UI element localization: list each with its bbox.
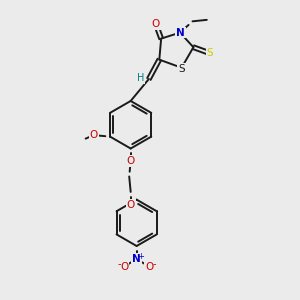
Text: O: O [127, 200, 135, 210]
Text: S: S [178, 64, 185, 74]
Text: O: O [152, 19, 160, 29]
Text: -: - [117, 259, 121, 269]
Text: -: - [153, 259, 156, 269]
Text: S: S [206, 48, 213, 58]
Text: O: O [90, 130, 98, 140]
Text: O: O [145, 262, 153, 272]
Text: N: N [176, 28, 185, 38]
Text: H: H [137, 74, 144, 83]
Text: O: O [120, 262, 128, 272]
Text: N: N [132, 254, 141, 264]
Text: O: O [127, 156, 135, 166]
Text: +: + [137, 252, 144, 261]
